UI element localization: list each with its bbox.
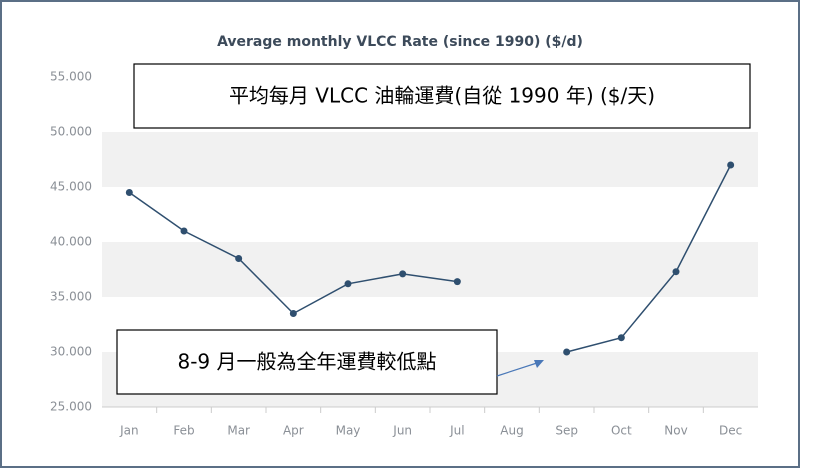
point — [399, 270, 407, 278]
line — [566, 164, 732, 353]
annotation: 平均每月 VLCC 油輪運費(自從 1990 年) ($/天) — [229, 84, 655, 108]
y-tick-label: 30.000 — [50, 345, 92, 359]
band — [102, 132, 758, 187]
x-tick-label: Oct — [611, 424, 632, 438]
point — [344, 280, 352, 288]
x-tick-label: May — [336, 424, 361, 438]
y-tick-label: 35.000 — [50, 290, 92, 304]
x-tick-label: Dec — [719, 424, 742, 438]
x-tick-label: Mar — [227, 424, 250, 438]
x-tick-label: Sep — [555, 424, 578, 438]
point — [125, 189, 133, 196]
x-tick-label: Aug — [500, 424, 523, 438]
x-tick-label: Jan — [119, 424, 139, 438]
point — [727, 161, 735, 169]
x-tick-label: Nov — [664, 424, 687, 438]
chart-title: Average monthly VLCC Rate (since 1990) (… — [217, 34, 583, 50]
annotation: 8-9 月一般為全年運費較低點 — [177, 350, 436, 374]
y-tick-label: 25.000 — [50, 400, 92, 414]
x-tick-label: Jul — [449, 424, 464, 438]
arrow-head — [534, 360, 544, 368]
y-tick-label: 45.000 — [50, 180, 92, 194]
x-tick-label: Jun — [392, 424, 412, 438]
point — [672, 268, 680, 276]
annotations: 平均每月 VLCC 油輪運費(自從 1990 年) ($/天) 8-9 月一般為… — [116, 63, 751, 395]
arrow — [496, 361, 541, 377]
point — [563, 348, 571, 356]
x-tick-label: Apr — [283, 424, 304, 438]
y-tick-label: 40.000 — [50, 235, 92, 249]
x-tick-label: Feb — [173, 424, 194, 438]
point — [617, 334, 625, 342]
annotation-box — [133, 63, 751, 129]
point — [289, 310, 297, 317]
point — [180, 227, 188, 235]
band — [102, 242, 758, 297]
point — [235, 255, 243, 262]
annotation-box — [116, 329, 498, 395]
y-tick-label: 50.000 — [50, 125, 92, 139]
point — [453, 278, 461, 286]
y-tick-label: 55.000 — [50, 70, 92, 84]
